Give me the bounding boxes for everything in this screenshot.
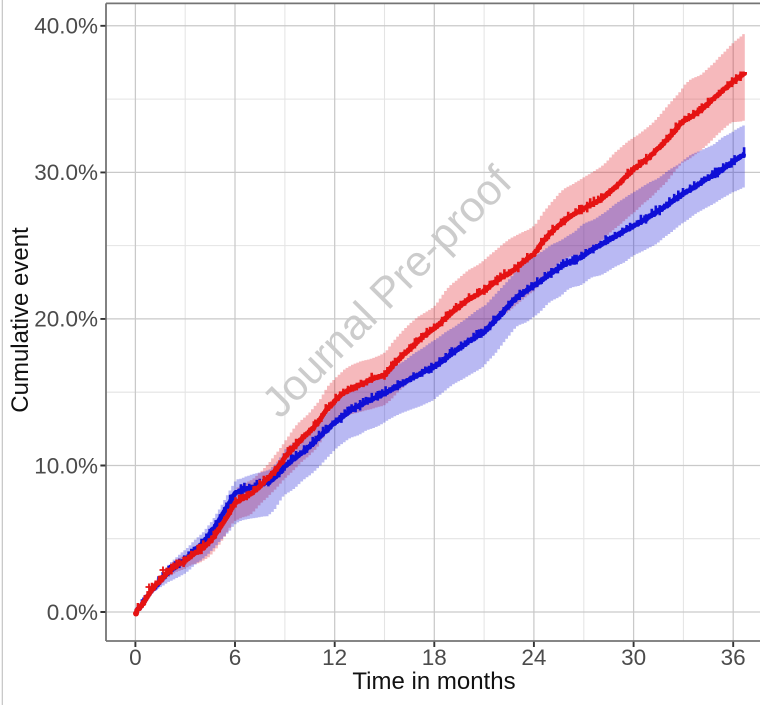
svg-text:0.0%: 0.0% — [47, 600, 98, 625]
svg-text:24: 24 — [521, 645, 546, 670]
svg-text:6: 6 — [229, 645, 242, 670]
svg-text:0: 0 — [129, 645, 142, 670]
svg-text:30: 30 — [621, 645, 646, 670]
svg-text:Time in months: Time in months — [352, 668, 515, 695]
svg-text:40.0%: 40.0% — [34, 14, 98, 39]
svg-text:20.0%: 20.0% — [34, 307, 98, 332]
svg-text:30.0%: 30.0% — [34, 160, 98, 185]
svg-text:Cumulative event: Cumulative event — [7, 227, 34, 413]
svg-text:36: 36 — [721, 645, 746, 670]
svg-text:10.0%: 10.0% — [34, 453, 98, 478]
svg-text:18: 18 — [422, 645, 447, 670]
svg-text:12: 12 — [322, 645, 347, 670]
